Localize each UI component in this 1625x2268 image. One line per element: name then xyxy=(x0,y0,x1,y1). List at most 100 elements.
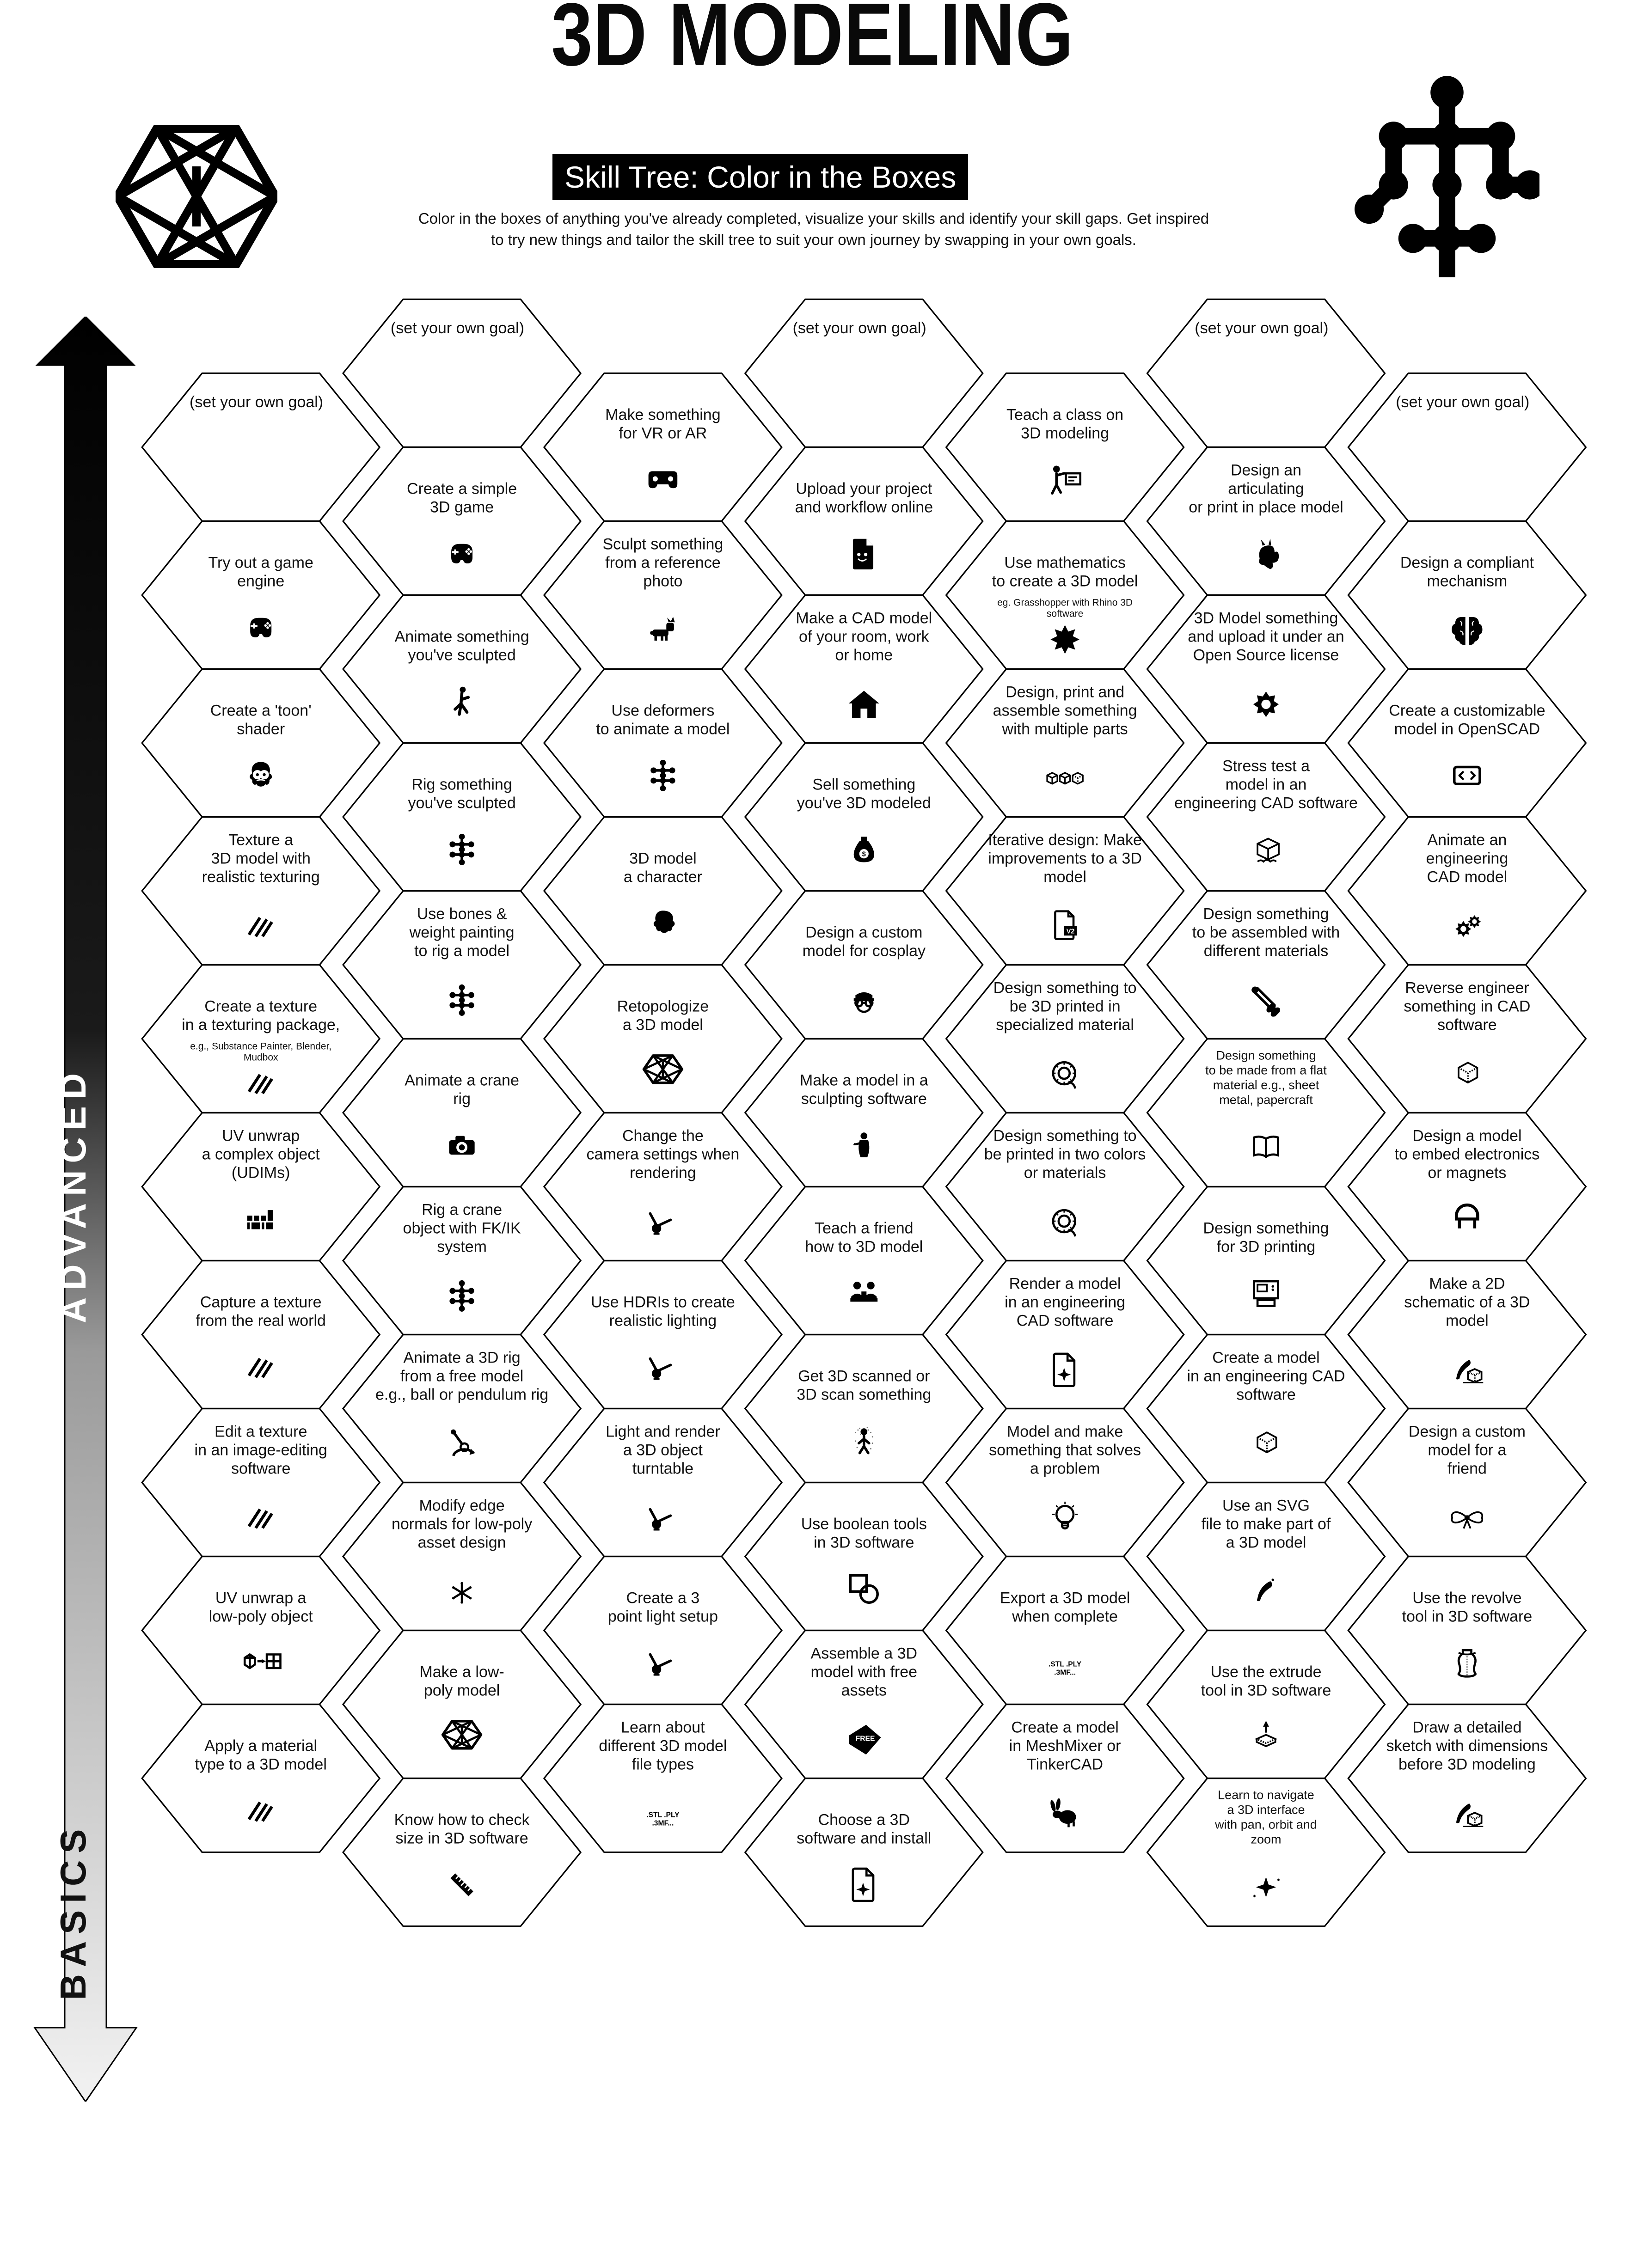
svg-text:(UDIMs): (UDIMs) xyxy=(232,1164,290,1181)
svg-text:CAD model: CAD model xyxy=(1427,868,1507,886)
svg-text:in a texturing package,: in a texturing package, xyxy=(182,1016,340,1033)
svg-text:CAD software: CAD software xyxy=(1017,1312,1114,1329)
svg-text:Assemble a 3D: Assemble a 3D xyxy=(811,1644,918,1662)
svg-text:rig: rig xyxy=(453,1090,471,1107)
svg-text:engine: engine xyxy=(237,572,284,590)
svg-text:3D Model something: 3D Model something xyxy=(1194,609,1338,627)
svg-text:Learn about: Learn about xyxy=(621,1718,705,1736)
svg-text:Animate something: Animate something xyxy=(395,628,529,645)
svg-text:Edit a texture: Edit a texture xyxy=(215,1423,307,1440)
svg-text:assets: assets xyxy=(841,1681,887,1699)
svg-text:metal, papercraft: metal, papercraft xyxy=(1219,1093,1313,1106)
svg-text:you've sculpted: you've sculpted xyxy=(408,794,515,812)
svg-text:for 3D printing: for 3D printing xyxy=(1217,1238,1316,1255)
svg-text:Modify edge: Modify edge xyxy=(419,1497,504,1514)
svg-text:to be made from a flat: to be made from a flat xyxy=(1205,1063,1327,1077)
svg-text:to embed electronics: to embed electronics xyxy=(1395,1145,1540,1163)
svg-text:shader: shader xyxy=(237,720,285,738)
svg-text:TinkerCAD: TinkerCAD xyxy=(1027,1755,1103,1773)
svg-text:a 3D model: a 3D model xyxy=(623,1016,703,1033)
svg-text:Sculpt something: Sculpt something xyxy=(602,535,723,553)
svg-text:Design something to: Design something to xyxy=(993,979,1137,996)
svg-text:from the real world: from the real world xyxy=(196,1312,326,1329)
svg-text:tool in 3D software: tool in 3D software xyxy=(1402,1608,1533,1625)
svg-text:model: model xyxy=(1043,868,1086,886)
svg-text:zoom: zoom xyxy=(1251,1832,1281,1846)
svg-text:camera settings when: camera settings when xyxy=(587,1145,740,1163)
svg-text:a complex object: a complex object xyxy=(202,1145,320,1163)
svg-text:Design something: Design something xyxy=(1203,905,1329,923)
svg-text:Texture a: Texture a xyxy=(228,831,293,849)
svg-text:different 3D model: different 3D model xyxy=(599,1737,727,1754)
svg-text:Design a custom: Design a custom xyxy=(805,923,922,941)
svg-text:Use an SVG: Use an SVG xyxy=(1222,1497,1310,1514)
svg-text:engineering: engineering xyxy=(1426,850,1508,867)
svg-text:be printed in two colors: be printed in two colors xyxy=(984,1145,1146,1163)
svg-text:in an engineering CAD: in an engineering CAD xyxy=(1187,1367,1345,1385)
svg-text:file to make part of: file to make part of xyxy=(1202,1515,1331,1533)
svg-text:improvements to a 3D: improvements to a 3D xyxy=(988,850,1142,867)
svg-text:and workflow online: and workflow online xyxy=(795,498,933,516)
svg-text:Design an: Design an xyxy=(1231,461,1301,479)
svg-text:a 3D interface: a 3D interface xyxy=(1227,1803,1305,1816)
svg-text:schematic of a 3D: schematic of a 3D xyxy=(1404,1293,1530,1311)
svg-text:Stress test a: Stress test a xyxy=(1222,757,1310,775)
svg-text:in an image-editing: in an image-editing xyxy=(195,1441,327,1459)
svg-text:a problem: a problem xyxy=(1030,1460,1100,1477)
svg-text:Make a low-: Make a low- xyxy=(419,1663,504,1681)
svg-text:realistic lighting: realistic lighting xyxy=(609,1312,717,1329)
svg-text:object with FK/IK: object with FK/IK xyxy=(403,1219,521,1237)
svg-text:model with free: model with free xyxy=(811,1663,918,1681)
svg-text:V2: V2 xyxy=(1067,928,1075,935)
svg-text:Upload your project: Upload your project xyxy=(796,480,932,497)
svg-text:software: software xyxy=(231,1460,291,1477)
svg-text:Animate an: Animate an xyxy=(1427,831,1507,849)
svg-text:to animate a model: to animate a model xyxy=(596,720,730,738)
svg-text:Retopologize: Retopologize xyxy=(617,997,709,1015)
svg-text:Model and make: Model and make xyxy=(1007,1423,1123,1440)
svg-text:model in OpenSCAD: model in OpenSCAD xyxy=(1394,720,1540,738)
svg-text:Get 3D scanned or: Get 3D scanned or xyxy=(798,1367,930,1385)
svg-text:3D modeling: 3D modeling xyxy=(1021,424,1109,442)
svg-text:3D model: 3D model xyxy=(629,850,697,867)
svg-text:sketch with dimensions: sketch with dimensions xyxy=(1386,1737,1548,1754)
svg-text:Design a custom: Design a custom xyxy=(1409,1423,1526,1440)
svg-text:Design something: Design something xyxy=(1203,1219,1329,1237)
svg-text:(set your own goal): (set your own goal) xyxy=(1396,393,1529,411)
svg-text:Create a model: Create a model xyxy=(1011,1718,1118,1736)
svg-text:e.g., ball or pendulum rig: e.g., ball or pendulum rig xyxy=(375,1386,548,1403)
svg-text:in an engineering: in an engineering xyxy=(1005,1293,1125,1311)
svg-text:of your room, work: of your room, work xyxy=(799,628,930,645)
svg-text:.3MF...: .3MF... xyxy=(652,1820,674,1828)
svg-text:a 3D model: a 3D model xyxy=(1226,1534,1306,1551)
svg-text:or home: or home xyxy=(835,646,893,664)
svg-text:Open Source license: Open Source license xyxy=(1193,646,1339,664)
svg-text:Know how to check: Know how to check xyxy=(394,1811,530,1828)
svg-text:before 3D modeling: before 3D modeling xyxy=(1398,1755,1536,1773)
svg-text:assemble something: assemble something xyxy=(993,702,1137,719)
svg-text:Sell something: Sell something xyxy=(812,776,915,793)
svg-text:a character: a character xyxy=(624,868,702,886)
svg-text:normals for low-poly: normals for low-poly xyxy=(392,1515,532,1533)
svg-text:something that solves: something that solves xyxy=(989,1441,1141,1459)
svg-text:you've sculpted: you've sculpted xyxy=(408,646,515,664)
svg-text:specialized material: specialized material xyxy=(996,1016,1134,1033)
svg-text:from a free model: from a free model xyxy=(400,1367,523,1385)
svg-text:rendering: rendering xyxy=(630,1164,696,1181)
svg-text:e.g., Substance Painter, Blend: e.g., Substance Painter, Blender, xyxy=(190,1041,331,1051)
svg-text:software: software xyxy=(1236,1386,1296,1403)
svg-text:software and install: software and install xyxy=(797,1829,931,1847)
svg-text:weight painting: weight painting xyxy=(409,923,515,941)
svg-text:(set your own goal): (set your own goal) xyxy=(1195,319,1328,337)
svg-text:different materials: different materials xyxy=(1204,942,1329,960)
svg-text:and upload it under an: and upload it under an xyxy=(1188,628,1344,645)
svg-text:Use the revolve: Use the revolve xyxy=(1412,1589,1521,1607)
svg-text:UV unwrap: UV unwrap xyxy=(222,1127,300,1144)
svg-text:size in 3D software: size in 3D software xyxy=(395,1829,528,1847)
svg-text:to rig a model: to rig a model xyxy=(414,942,509,960)
svg-text:Design a model: Design a model xyxy=(1412,1127,1521,1144)
svg-text:eg. Grasshopper with Rhino 3D: eg. Grasshopper with Rhino 3D xyxy=(997,597,1133,608)
svg-text:Use HDRIs to create: Use HDRIs to create xyxy=(591,1293,735,1311)
svg-text:Rig a crane: Rig a crane xyxy=(422,1201,502,1218)
svg-text:model for a: model for a xyxy=(1428,1441,1506,1459)
